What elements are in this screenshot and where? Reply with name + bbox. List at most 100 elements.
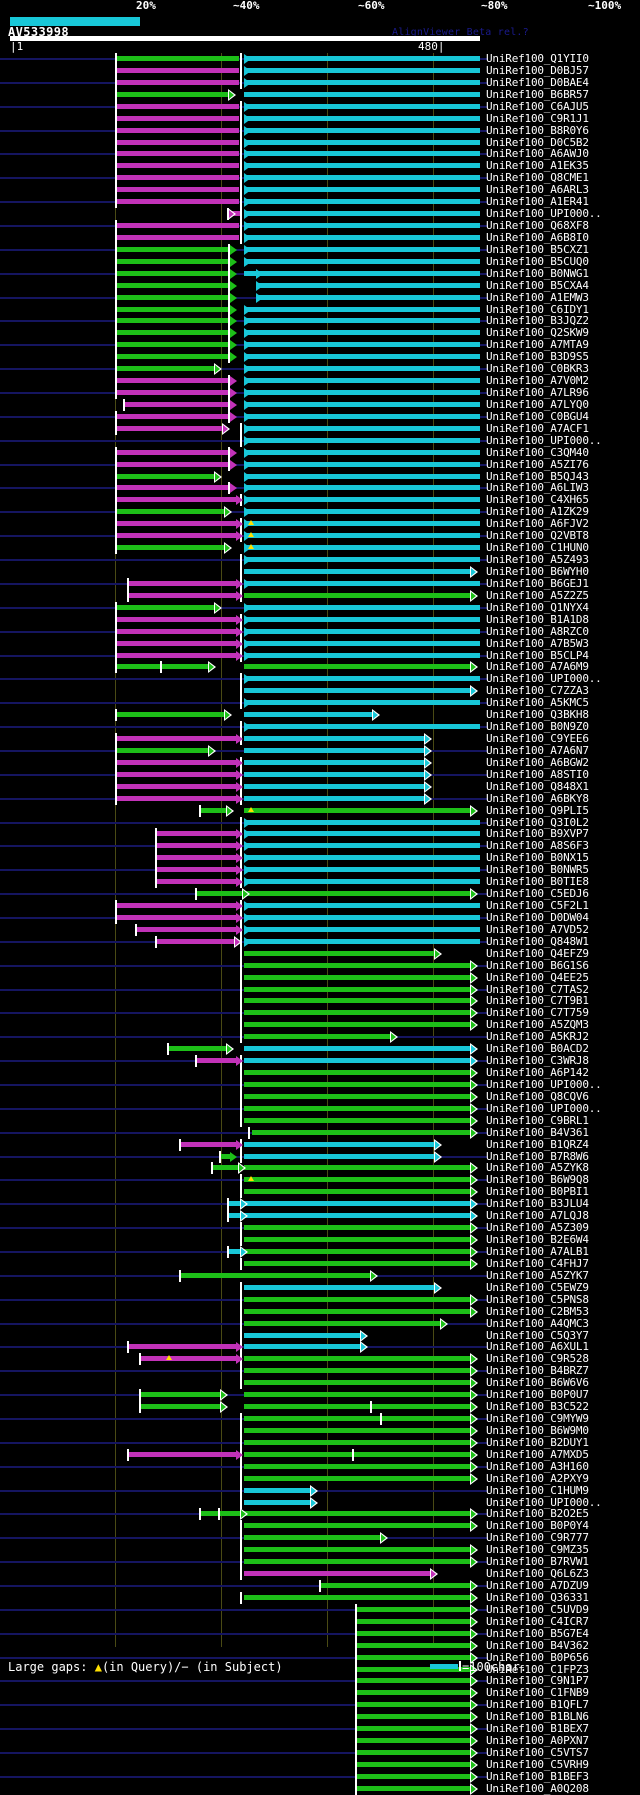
- hit-label[interactable]: UniRef100_B7R8W6: [486, 1149, 589, 1163]
- alignment-row[interactable]: UniRef100_B6G1S6: [0, 959, 640, 972]
- hsp-segment-green[interactable]: [116, 545, 224, 551]
- hsp-segment-cyan[interactable]: [244, 175, 480, 181]
- hit-label[interactable]: UniRef100_B0P0Y4: [486, 1519, 589, 1533]
- alignment-row[interactable]: UniRef100_B0NWG1: [0, 267, 640, 280]
- hsp-segment-green[interactable]: [200, 1511, 240, 1517]
- hsp-segment-green[interactable]: [244, 998, 470, 1004]
- hsp-segment-magenta[interactable]: [140, 1356, 236, 1362]
- hsp-segment-green[interactable]: [244, 1022, 470, 1028]
- hit-label[interactable]: UniRef100_B7RVW1: [486, 1555, 589, 1569]
- hit-label[interactable]: UniRef100_A8STI0: [486, 767, 589, 781]
- hsp-segment-magenta[interactable]: [116, 187, 239, 193]
- alignment-row[interactable]: UniRef100_B0NWR5: [0, 863, 640, 877]
- hsp-segment-green[interactable]: [244, 1105, 470, 1111]
- alignment-row[interactable]: UniRef100_B0NX15: [0, 851, 640, 865]
- hsp-segment-green[interactable]: [116, 91, 228, 97]
- alignment-row[interactable]: UniRef100_A8S6F3: [0, 839, 640, 853]
- alignment-row[interactable]: UniRef100_A5ZYK7: [0, 1269, 640, 1282]
- hit-label[interactable]: UniRef100_UPI000..: [486, 1077, 602, 1091]
- hsp-segment-cyan[interactable]: [256, 282, 480, 288]
- hsp-segment-cyan[interactable]: [244, 819, 480, 825]
- hsp-segment-cyan[interactable]: [244, 234, 480, 240]
- alignment-row[interactable]: UniRef100_B3JQZ2: [0, 314, 640, 328]
- hsp-segment-magenta[interactable]: [196, 1058, 236, 1064]
- hsp-segment-magenta[interactable]: [116, 67, 239, 73]
- alignment-row[interactable]: UniRef100_A1EMW3: [0, 291, 640, 304]
- alignment-row[interactable]: UniRef100_B7R8W6: [0, 1149, 640, 1163]
- hsp-segment-green[interactable]: [244, 962, 470, 968]
- hsp-segment-green[interactable]: [116, 294, 230, 300]
- alignment-row[interactable]: UniRef100_B6W9Q8: [0, 1173, 640, 1187]
- alignment-row[interactable]: UniRef100_A7LQJ8: [0, 1209, 640, 1223]
- hsp-segment-green[interactable]: [244, 891, 470, 897]
- hit-label[interactable]: UniRef100_C1HUN0: [486, 541, 589, 555]
- alignment-row[interactable]: UniRef100_C4FHJ7: [0, 1257, 640, 1270]
- hit-label[interactable]: UniRef100_A5Z309: [486, 1221, 589, 1235]
- hsp-segment-cyan[interactable]: [244, 330, 480, 336]
- hit-label[interactable]: UniRef100_B2O2E5: [486, 1507, 589, 1521]
- hsp-segment-cyan[interactable]: [244, 473, 480, 479]
- hsp-segment-cyan[interactable]: [244, 771, 424, 777]
- alignment-row[interactable]: UniRef100_C1HUN0: [0, 541, 640, 555]
- hsp-segment-green[interactable]: [116, 712, 224, 718]
- alignment-row[interactable]: UniRef100_B0PBI1: [0, 1185, 640, 1199]
- alignment-row[interactable]: UniRef100_A7B5W3: [0, 637, 640, 650]
- hit-label[interactable]: UniRef100_B0P656: [486, 1650, 589, 1664]
- hsp-segment-magenta[interactable]: [116, 795, 236, 801]
- hsp-segment-cyan[interactable]: [244, 688, 470, 694]
- hsp-segment-cyan[interactable]: [228, 1249, 240, 1254]
- hsp-segment-green[interactable]: [356, 1726, 470, 1732]
- hsp-segment-cyan[interactable]: [244, 700, 480, 706]
- hsp-segment-green[interactable]: [116, 747, 208, 753]
- alignment-row[interactable]: UniRef100_C6IDY1: [0, 302, 640, 316]
- hsp-segment-green[interactable]: [200, 807, 226, 813]
- hsp-segment-green[interactable]: [244, 1451, 470, 1457]
- hsp-segment-magenta[interactable]: [156, 879, 236, 885]
- hit-label[interactable]: UniRef100_Q2VBT8: [486, 529, 589, 543]
- hit-label[interactable]: UniRef100_D0BJ57: [486, 63, 589, 77]
- alignment-row[interactable]: UniRef100_UPI000..: [0, 1496, 640, 1509]
- alignment-row[interactable]: UniRef100_A7VD52: [0, 923, 640, 936]
- hsp-segment-green[interactable]: [244, 664, 470, 670]
- hit-label[interactable]: UniRef100_C9R528: [486, 1352, 589, 1366]
- hsp-segment-green[interactable]: [244, 1404, 470, 1410]
- hsp-segment-magenta[interactable]: [116, 115, 239, 121]
- alignment-row[interactable]: UniRef100_B2DUY1: [0, 1436, 640, 1449]
- hsp-segment-green[interactable]: [244, 1475, 470, 1481]
- hit-label[interactable]: UniRef100_Q1NYX4: [486, 600, 589, 614]
- hsp-segment-magenta[interactable]: [116, 223, 239, 229]
- alignment-row[interactable]: UniRef100_B2O2E5: [0, 1507, 640, 1521]
- hsp-segment-magenta[interactable]: [116, 449, 230, 455]
- hsp-segment-cyan[interactable]: [244, 545, 480, 551]
- hit-label[interactable]: UniRef100_C4ICR7: [486, 1614, 589, 1628]
- alignment-row[interactable]: UniRef100_Q8CME1: [0, 171, 640, 185]
- hit-label[interactable]: UniRef100_C7TAS2: [486, 982, 589, 996]
- hsp-segment-magenta[interactable]: [156, 855, 236, 861]
- alignment-row[interactable]: UniRef100_A7LYQ0: [0, 398, 640, 411]
- hit-label[interactable]: UniRef100_C5EDJ6: [486, 887, 589, 901]
- alignment-row[interactable]: UniRef100_A3H160: [0, 1460, 640, 1473]
- hsp-segment-green[interactable]: [356, 1785, 470, 1791]
- hsp-segment-cyan[interactable]: [244, 1141, 434, 1147]
- alignment-row[interactable]: UniRef100_Q3BKH8: [0, 708, 640, 722]
- hsp-segment-green[interactable]: [244, 986, 470, 992]
- hit-label[interactable]: UniRef100_Q848X1: [486, 779, 589, 793]
- alignment-row[interactable]: UniRef100_A4QMC3: [0, 1317, 640, 1330]
- hsp-segment-cyan[interactable]: [244, 604, 480, 610]
- hit-label[interactable]: UniRef100_Q4EE25: [486, 970, 589, 984]
- alignment-row[interactable]: UniRef100_D0BAE4: [0, 76, 640, 89]
- hsp-segment-cyan[interactable]: [244, 843, 480, 849]
- hit-label[interactable]: UniRef100_A7ALB1: [486, 1245, 589, 1258]
- alignment-row[interactable]: UniRef100_Q3I0L2: [0, 816, 640, 829]
- hit-label[interactable]: UniRef100_C1HUM9: [486, 1483, 589, 1497]
- hsp-segment-green[interactable]: [116, 473, 214, 479]
- hit-label[interactable]: UniRef100_C6IDY1: [486, 302, 589, 316]
- hit-label[interactable]: UniRef100_A7V0M2: [486, 374, 589, 388]
- hsp-segment-cyan[interactable]: [244, 211, 480, 217]
- hit-label[interactable]: UniRef100_A5ZI76: [486, 457, 589, 471]
- hsp-segment-green[interactable]: [356, 1618, 470, 1624]
- hsp-segment-cyan[interactable]: [244, 199, 480, 205]
- alignment-row[interactable]: UniRef100_D0BJ57: [0, 63, 640, 77]
- hsp-segment-magenta[interactable]: [116, 413, 230, 419]
- hsp-segment-cyan[interactable]: [244, 413, 480, 419]
